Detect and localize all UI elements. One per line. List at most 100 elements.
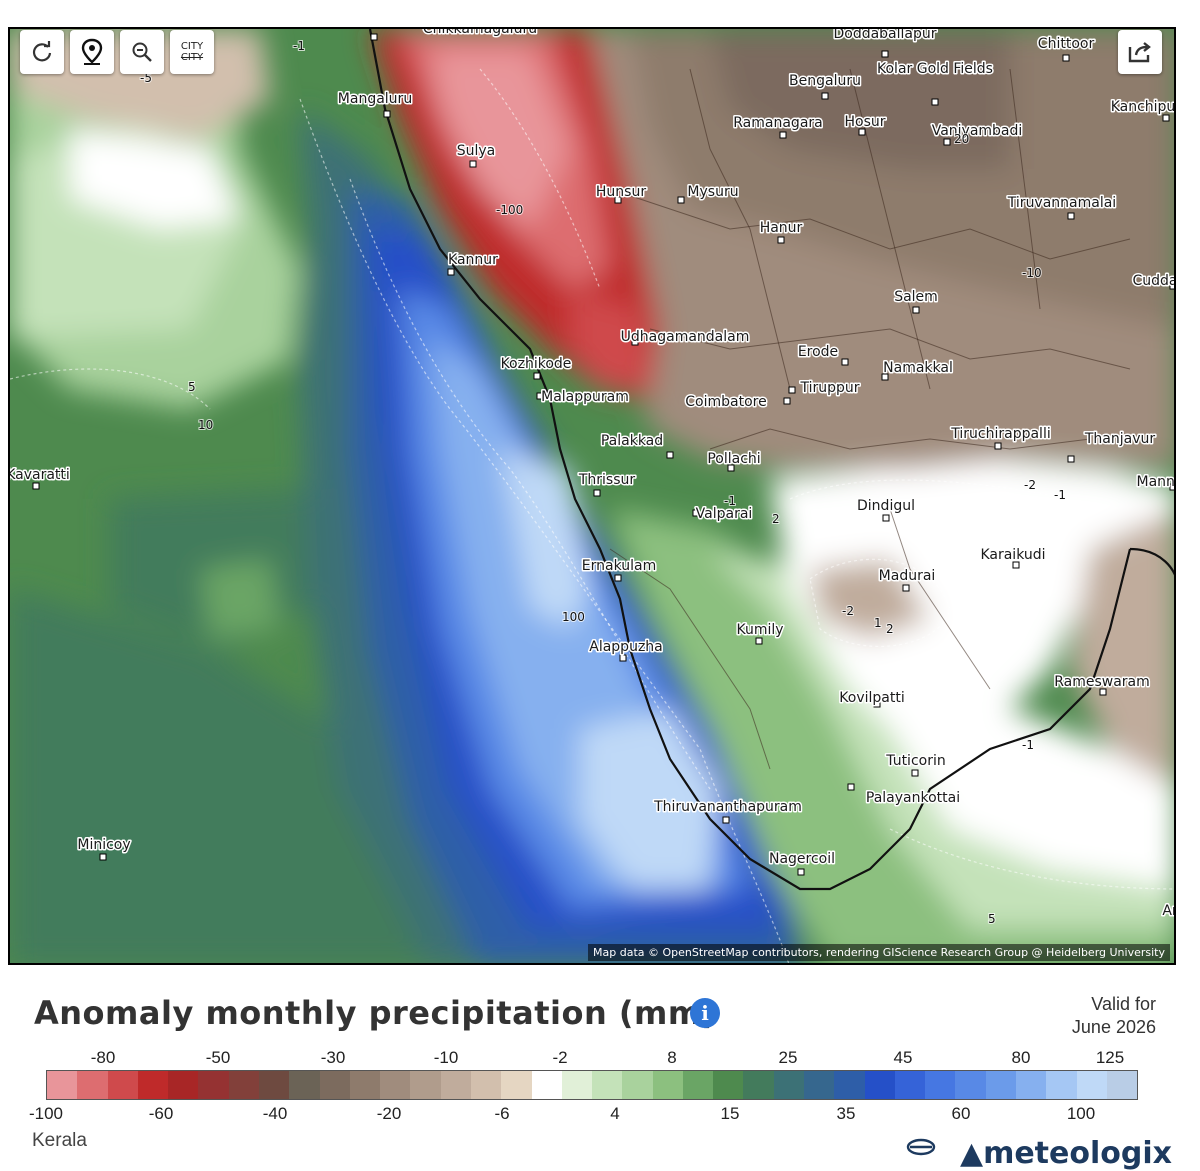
my-location-button[interactable]	[70, 30, 114, 74]
svg-text:5: 5	[988, 912, 996, 926]
city-marker[interactable]: Kavaratti	[10, 466, 71, 490]
city-marker[interactable]: Tiruvannamalai	[1005, 194, 1118, 220]
city-marker[interactable]: Namakkal	[881, 359, 954, 381]
city-marker[interactable]: Sulya	[455, 142, 497, 168]
svg-text:Bengaluru: Bengaluru	[789, 73, 861, 89]
city-marker[interactable]: Kumily	[735, 621, 785, 645]
scale-color-cell	[137, 1071, 169, 1099]
city-marker[interactable]: Coimbatore	[684, 393, 791, 412]
city-marker[interactable]: Kanchipu	[1109, 98, 1176, 122]
map-view[interactable]: Chikkamagaluru Doddaballapur Chittoor Ma…	[8, 27, 1176, 965]
share-button[interactable]	[1118, 30, 1162, 74]
city-marker[interactable]: Kolar Gold Fields	[876, 60, 994, 106]
city-marker[interactable]: Malappuram	[536, 388, 630, 407]
svg-text:Karaikudi: Karaikudi	[980, 547, 1045, 563]
district-borders	[609, 68, 1131, 770]
svg-text:2: 2	[886, 622, 894, 636]
zoom-out-icon	[132, 42, 152, 62]
city-marker[interactable]: Ernakulam	[580, 557, 658, 582]
city-marker[interactable]: Mangaluru	[336, 90, 414, 118]
city-marker[interactable]: Thanjavur	[1067, 430, 1157, 463]
scale-tick-label: 8	[667, 1048, 677, 1067]
precipitation-anomaly-map: Chikkamagaluru Doddaballapur Chittoor Ma…	[10, 29, 1176, 963]
city-marker[interactable]: Minicoy	[76, 836, 132, 861]
coastline	[368, 29, 1174, 891]
scale-color-cell	[380, 1071, 411, 1099]
city-marker[interactable]: Alappuzha	[588, 638, 664, 662]
city-marker[interactable]: Chikkamagaluru	[370, 29, 539, 41]
svg-text:Kannur: Kannur	[448, 252, 498, 268]
svg-text:-1: -1	[724, 494, 736, 508]
meteologix-logo[interactable]: ▲meteologix	[960, 1136, 1172, 1171]
svg-text:Tiruppur: Tiruppur	[799, 380, 859, 396]
city-marker[interactable]: Karaikudi	[979, 546, 1047, 569]
city-marker[interactable]: Palayankottai	[847, 783, 962, 808]
city-toggle-bottom-label: CITY	[180, 52, 204, 63]
city-toggle-top-label: CITY	[180, 41, 204, 52]
scale-color-cell	[622, 1071, 653, 1099]
city-marker[interactable]: Salem	[893, 288, 939, 314]
svg-text:-100: -100	[496, 203, 523, 217]
svg-text:-1: -1	[293, 39, 305, 53]
city-marker[interactable]: Tiruchirappalli	[949, 425, 1052, 450]
svg-text:Sulya: Sulya	[457, 143, 496, 159]
city-marker[interactable]: Thiruvananthapuram	[652, 798, 803, 824]
scale-color-cell	[470, 1071, 502, 1099]
city-marker[interactable]: Ar	[1161, 902, 1176, 921]
scale-tick-label: -2	[552, 1048, 568, 1067]
svg-text:Valparai: Valparai	[696, 506, 753, 522]
map-attribution[interactable]: Map data © OpenStreetMap contributors, r…	[588, 944, 1170, 961]
anomaly-field	[10, 29, 1174, 963]
city-marker[interactable]: Hanur	[758, 219, 804, 244]
city-marker[interactable]: Hosur	[843, 113, 887, 136]
scale-tick-label: -50	[205, 1048, 231, 1067]
svg-text:Namakkal: Namakkal	[883, 360, 953, 376]
city-marker[interactable]: Mysuru	[677, 183, 740, 204]
city-marker[interactable]: Manna	[1135, 473, 1176, 492]
info-icon[interactable]: i	[690, 998, 720, 1028]
city-marker[interactable]: Palakkad	[599, 432, 674, 459]
city-marker[interactable]: Rameswaram	[1053, 673, 1151, 696]
city-marker[interactable]: Nagercoil	[767, 850, 837, 876]
city-labels-toggle[interactable]: CITY CITY	[170, 30, 214, 74]
city-marker[interactable]: Hunsur	[594, 183, 648, 204]
city-marker[interactable]: Dindigul	[856, 497, 916, 522]
city-marker[interactable]: Doddaballapur	[832, 29, 938, 58]
city-marker[interactable]: Kozhikode	[499, 355, 573, 380]
city-marker[interactable]: Tuticorin	[884, 752, 947, 777]
svg-text:Hanur: Hanur	[760, 220, 803, 236]
city-marker[interactable]: Ramanagara	[732, 114, 824, 139]
scale-color-cell	[501, 1071, 532, 1099]
zoom-out-button[interactable]	[120, 30, 164, 74]
svg-text:Tiruchirappalli: Tiruchirappalli	[950, 426, 1050, 442]
svg-text:Hunsur: Hunsur	[596, 184, 646, 200]
legend-title: Anomaly monthly precipitation (mm)	[34, 994, 717, 1032]
city-marker[interactable]: Kovilpatti	[838, 689, 906, 708]
svg-text:Salem: Salem	[894, 289, 938, 305]
scale-color-cell	[985, 1071, 1016, 1099]
region-name: Kerala	[32, 1130, 87, 1151]
city-marker[interactable]: Valparai	[692, 505, 754, 524]
city-marker[interactable]: Erode	[796, 343, 849, 366]
svg-text:-1: -1	[1022, 738, 1034, 752]
city-marker[interactable]: Chittoor	[1036, 35, 1096, 62]
svg-text:Kolar Gold Fields: Kolar Gold Fields	[877, 61, 993, 77]
city-marker[interactable]: Cudda	[1131, 272, 1176, 291]
city-marker[interactable]: Thrissur	[576, 471, 637, 497]
scale-color-cell	[107, 1071, 138, 1099]
scale-color-cell	[925, 1071, 956, 1099]
city-marker[interactable]: Kannur	[447, 251, 500, 276]
scale-tick-label: -80	[90, 1048, 116, 1067]
refresh-button[interactable]	[20, 30, 64, 74]
city-marker[interactable]: Udhagamandalam	[619, 328, 751, 347]
city-marker[interactable]: Bengaluru	[788, 72, 862, 100]
city-marker[interactable]: Pollachi	[706, 450, 762, 472]
city-marker[interactable]: Tiruppur	[788, 379, 861, 398]
scale-tick-label: -60	[148, 1104, 174, 1123]
svg-text:Kumily: Kumily	[736, 622, 783, 638]
city-marker[interactable]: Madurai	[877, 567, 937, 592]
city-marker[interactable]: Vaniyambadi	[930, 122, 1024, 146]
svg-text:Vaniyambadi: Vaniyambadi	[932, 123, 1023, 139]
svg-text:Dindigul: Dindigul	[857, 498, 915, 514]
svg-text:-2: -2	[1024, 478, 1036, 492]
